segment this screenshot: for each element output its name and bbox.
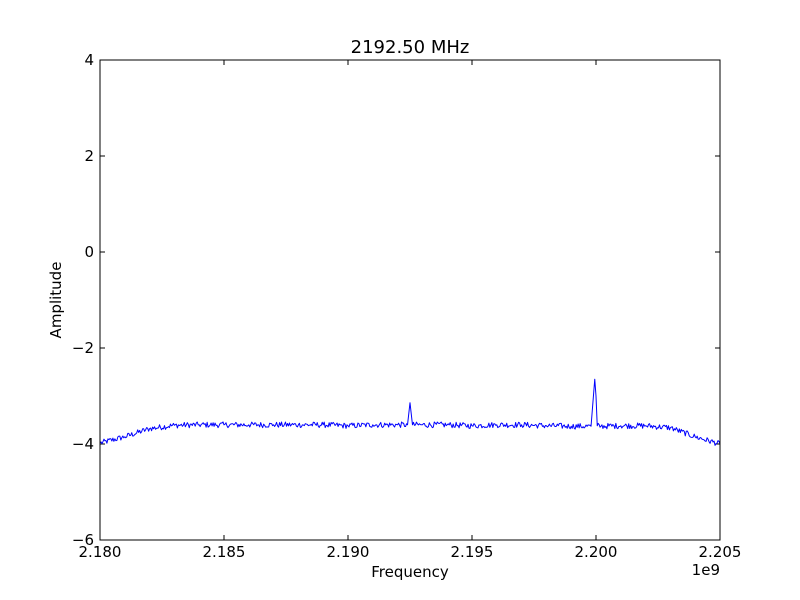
- x-offset-label: 1e9: [692, 561, 720, 579]
- y-ticks: −6 −4 −2 0 2 4: [72, 51, 720, 549]
- series-line: [99, 378, 721, 446]
- y-tick-label: −2: [72, 339, 94, 357]
- x-ticks: 2.180 2.185 2.190 2.195 2.200 2.205: [79, 60, 742, 561]
- x-axis-label: Frequency: [371, 563, 449, 581]
- y-tick-label: 2: [84, 147, 94, 165]
- x-tick-label: 2.185: [203, 543, 246, 561]
- y-axis-label: Amplitude: [47, 262, 65, 339]
- chart-title: 2192.50 MHz: [351, 37, 470, 58]
- y-tick-label: −6: [72, 531, 94, 549]
- plot-frame: [99, 59, 721, 541]
- y-tick-label: −4: [72, 435, 94, 453]
- x-tick-label: 2.200: [575, 543, 618, 561]
- x-tick-label: 2.190: [327, 543, 370, 561]
- y-tick-label: 0: [84, 243, 94, 261]
- x-tick-label: 2.180: [79, 543, 122, 561]
- x-tick-label: 2.195: [451, 543, 494, 561]
- x-tick-label: 2.205: [699, 543, 742, 561]
- y-tick-label: 4: [84, 51, 94, 69]
